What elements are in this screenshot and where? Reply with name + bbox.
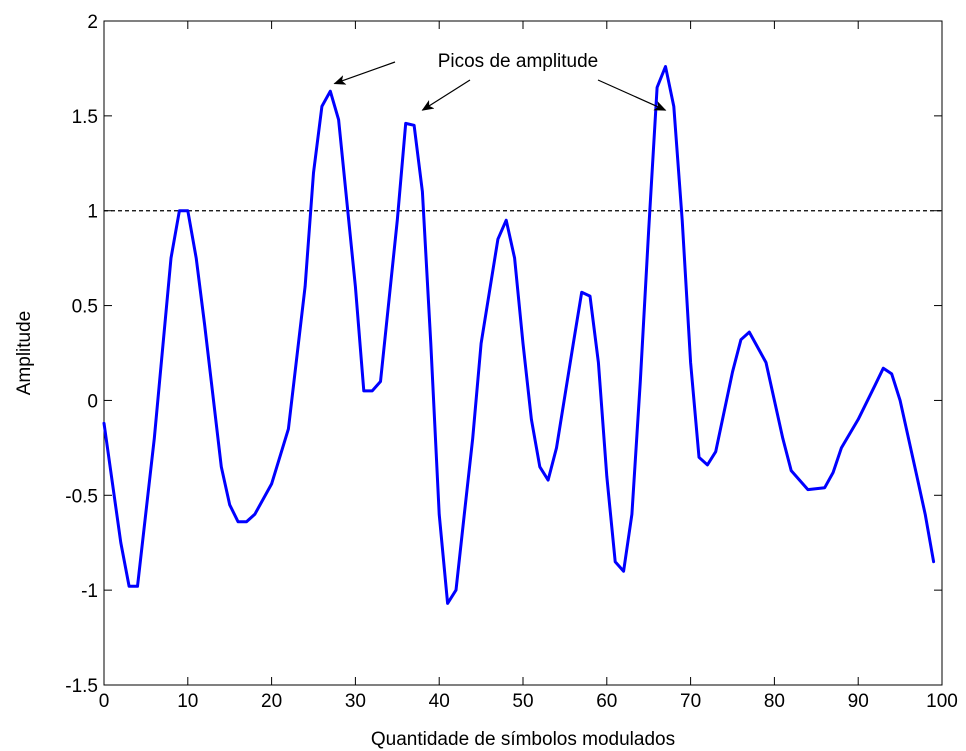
x-tick-label: 30	[345, 691, 366, 712]
y-tick-label: -1	[81, 581, 98, 602]
annotation-text: Picos de amplitude	[438, 51, 599, 72]
annotation-arrow	[421, 79, 471, 111]
y-tick-label: 0.5	[72, 297, 98, 318]
y-axis-label: Amplitude	[14, 311, 35, 396]
y-tick-label: 0	[87, 391, 98, 412]
x-tick-label: 10	[177, 691, 198, 712]
x-tick-label: 0	[99, 691, 110, 712]
x-tick-label: 20	[261, 691, 282, 712]
y-tick-label: 2	[87, 12, 98, 33]
y-tick-label: -0.5	[65, 486, 98, 507]
y-tick-label: 1.5	[72, 107, 98, 128]
x-tick-label: 60	[596, 691, 617, 712]
annotation-arrow	[333, 61, 396, 85]
y-tick-label: 1	[87, 202, 98, 223]
x-tick-label: 40	[429, 691, 450, 712]
series-line	[102, 65, 936, 605]
annotation-arrow	[597, 79, 667, 111]
x-tick-label: 50	[512, 691, 533, 712]
x-tick-label: 80	[764, 691, 785, 712]
y-tick-label: -1.5	[65, 676, 98, 697]
x-tick-label: 70	[680, 691, 701, 712]
x-tick-label: 100	[926, 691, 958, 712]
x-axis-label: Quantidade de símbolos modulados	[371, 729, 675, 750]
x-tick-label: 90	[848, 691, 869, 712]
